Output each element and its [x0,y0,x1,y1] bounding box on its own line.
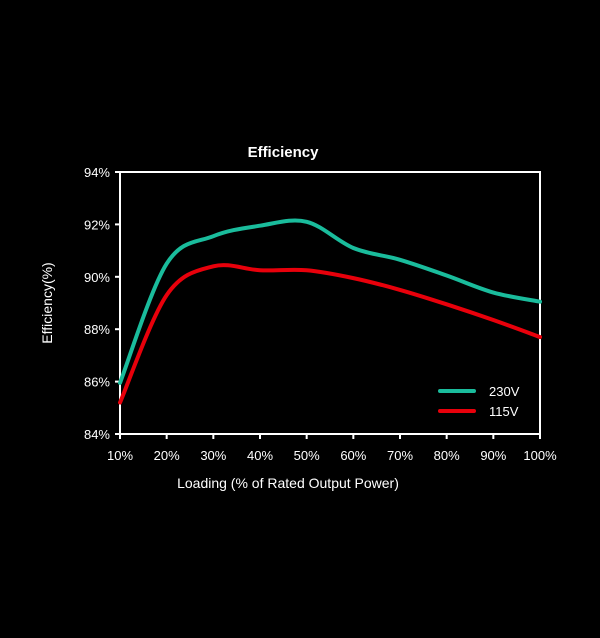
y-tick-label: 84% [84,427,110,442]
x-axis-label: Loading (% of Rated Output Power) [177,475,399,491]
x-tick-label: 80% [434,448,460,463]
series-line-115V [118,263,542,405]
legend-label-115V: 115V [489,404,519,419]
chart-title: Efficiency [248,144,320,161]
x-tick-label: 50% [294,448,320,463]
y-tick-label: 90% [84,270,110,285]
x-tick-label: 90% [480,448,506,463]
x-tick-label: 70% [387,448,413,463]
legend-label-230V: 230V [489,384,520,399]
series-line-230V [118,218,542,385]
plot-frame [119,171,541,435]
y-tick-label: 94% [84,165,110,180]
x-tick-label: 60% [340,448,366,463]
x-tick-label: 20% [154,448,180,463]
x-tick-label: 100% [523,448,557,463]
legend: 230V 115V [438,384,520,419]
y-tick-label: 88% [84,322,110,337]
x-tick-label: 40% [247,448,273,463]
x-tick-label: 10% [107,448,133,463]
y-tick-label: 86% [84,375,110,390]
y-tick-label: 92% [84,217,110,232]
x-tick-label: 30% [200,448,226,463]
y-axis-label: Efficiency(%) [39,262,55,343]
